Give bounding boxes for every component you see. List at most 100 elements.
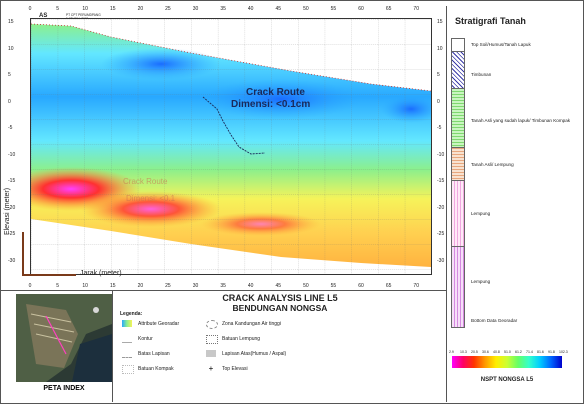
stratigraphy-panel: Stratigrafi Tanah Top Soil/Humus/Tanah L… <box>446 6 583 402</box>
x-tick-label: 50 <box>303 283 309 289</box>
title-line-1: CRACK ANALYSIS LINE L5 <box>222 293 338 303</box>
water-zone-icon <box>206 320 218 329</box>
axis-arrow-vertical <box>22 232 24 276</box>
x-tick-label: 45 <box>275 6 282 12</box>
y-tick-label: -25 <box>437 231 445 237</box>
legend-heading: Legenda: <box>120 311 143 317</box>
peta-index-label: PETA INDEX <box>43 385 85 392</box>
nspt-scale-bar <box>452 356 562 368</box>
x-tick-label: 50 <box>303 6 309 12</box>
x-tick-label: 10 <box>82 283 88 289</box>
y-tick-label: 15 <box>437 19 443 25</box>
nspt-tick-label: 10.3 <box>460 350 467 354</box>
strat-label-4: Lempung <box>471 211 491 216</box>
stratigraphy-title: Stratigrafi Tanah <box>455 16 526 26</box>
y-tick-label: -15 <box>437 178 445 184</box>
x-tick-label: 5 <box>56 283 59 289</box>
nspt-tick-label: 2.9 <box>449 350 454 354</box>
y-tick-label: -5 <box>8 125 13 131</box>
strat-layer-lempung-1 <box>451 180 465 248</box>
crack-dimension-label: Dimensi: <0.1cm <box>231 99 311 110</box>
contour-icon <box>122 335 132 343</box>
compact-rock-icon <box>122 365 134 374</box>
x-tick-label: 15 <box>109 283 116 289</box>
x-tick-label: 20 <box>137 6 144 12</box>
y-tick-label: -5 <box>437 125 442 131</box>
y-tick-label: -20 <box>8 204 16 211</box>
legend-item-label: Batuan Lempung <box>222 336 261 342</box>
ghost-crack-label: Crack Route <box>123 177 168 186</box>
x-tick-label: 55 <box>330 283 337 289</box>
strat-layer-lempung-asli <box>451 147 465 182</box>
x-tick-label: 60 <box>358 283 364 289</box>
title-line-2: BENDUNGAN NONGSA <box>232 303 328 313</box>
x-tick-label: 40 <box>247 6 254 12</box>
crack-route-label: Crack Route <box>246 87 305 98</box>
legend-item-label: Top Elevasi <box>222 366 248 372</box>
clay-rock-icon <box>206 335 218 344</box>
legend-item-label: Zona Kandungan Air tinggi <box>222 321 281 327</box>
x-tick-label: 35 <box>220 283 226 289</box>
y-tick-label: 15 <box>8 19 14 25</box>
nspt-tick-label: 71.4 <box>526 350 533 354</box>
y-tick-label: -10 <box>437 151 445 158</box>
georadar-section: Crack Route Dimensi: <0.1cm Crack Route … <box>30 18 432 275</box>
strat-label-3: Tanah Asli/ Lempung <box>471 162 514 167</box>
legend-item-label: Attribute Georadar <box>138 321 180 327</box>
x-tick-label: 25 <box>165 6 171 12</box>
x-tick-label: 30 <box>192 6 199 12</box>
x-tick-label: 60 <box>358 6 364 12</box>
peta-index-map <box>16 294 112 382</box>
ghost-dimension-label: Dimensi: <0.1 <box>126 194 176 203</box>
y-axis-label: Elevasi (meter) <box>4 187 12 236</box>
plus-icon: + <box>208 364 214 373</box>
y-tick-label: 0 <box>437 98 440 105</box>
x-tick-label: 40 <box>247 283 254 289</box>
strat-label-1: Timbunan <box>471 72 492 77</box>
x-tick-label: 65 <box>385 6 392 12</box>
line-start-label: AS <box>39 13 48 19</box>
nspt-tick-label: 30.6 <box>482 350 489 354</box>
x-tick-label: 5 <box>56 6 59 12</box>
nspt-tick-label: 51.0 <box>504 350 511 354</box>
top-layer-icon <box>206 350 216 357</box>
x-tick-label: 45 <box>275 283 282 289</box>
nspt-tick-label: 40.8 <box>493 350 500 354</box>
y-tick-label: -30 <box>8 257 16 264</box>
strat-layer-timbunan <box>451 51 465 90</box>
legend-item-label: Batuan Kompak <box>138 366 174 372</box>
legend-item-label: Lapisan Atas(Humus / Aspal) <box>222 351 287 357</box>
strat-label-2: Tanah Asli yang sudah lapuk/ Timbunan Ko… <box>471 118 571 123</box>
georadar-swatch <box>122 320 132 327</box>
y-tick-label: 10 <box>8 45 14 52</box>
nspt-tick-label: 102.3 <box>559 350 568 354</box>
georadar-image <box>31 19 431 274</box>
bottom-vertical-separator <box>112 290 113 402</box>
nspt-scale-title: NSPT NONGSA L5 <box>480 377 534 383</box>
layer-boundary-icon <box>122 350 132 358</box>
axis-arrow-horizontal <box>22 274 76 276</box>
x-tick-label: 70 <box>413 6 419 12</box>
y-tick-label: -15 <box>8 178 16 184</box>
y-tick-label: -30 <box>437 257 445 264</box>
x-tick-label: 0 <box>28 283 32 289</box>
x-tick-label: 10 <box>82 6 88 12</box>
x-tick-label: 30 <box>192 283 199 289</box>
y-tick-label: 10 <box>437 45 443 52</box>
x-tick-label: 25 <box>165 283 171 289</box>
strat-layer-lempung-2 <box>451 246 465 328</box>
y-tick-label: 0 <box>8 98 11 105</box>
legend-item-label: Kontur <box>138 336 153 342</box>
nspt-tick-label: 81.6 <box>537 350 544 354</box>
nspt-tick-label: 91.8 <box>548 350 555 354</box>
strat-label-0: Top Soil/Humus/Tanah Lapuk <box>471 42 531 47</box>
y-tick-label: -10 <box>8 151 16 158</box>
x-tick-label: 15 <box>109 6 116 12</box>
nspt-tick-label: 20.5 <box>471 350 478 354</box>
strat-layer-lapuk <box>451 88 465 149</box>
x-tick-label: 0 <box>28 6 32 12</box>
strat-label-6: Bottom Data Georadar <box>471 318 518 323</box>
legend-item-label: Batas Lapisan <box>138 351 170 357</box>
x-tick-label: 55 <box>330 6 337 12</box>
x-tick-label: 65 <box>385 283 392 289</box>
